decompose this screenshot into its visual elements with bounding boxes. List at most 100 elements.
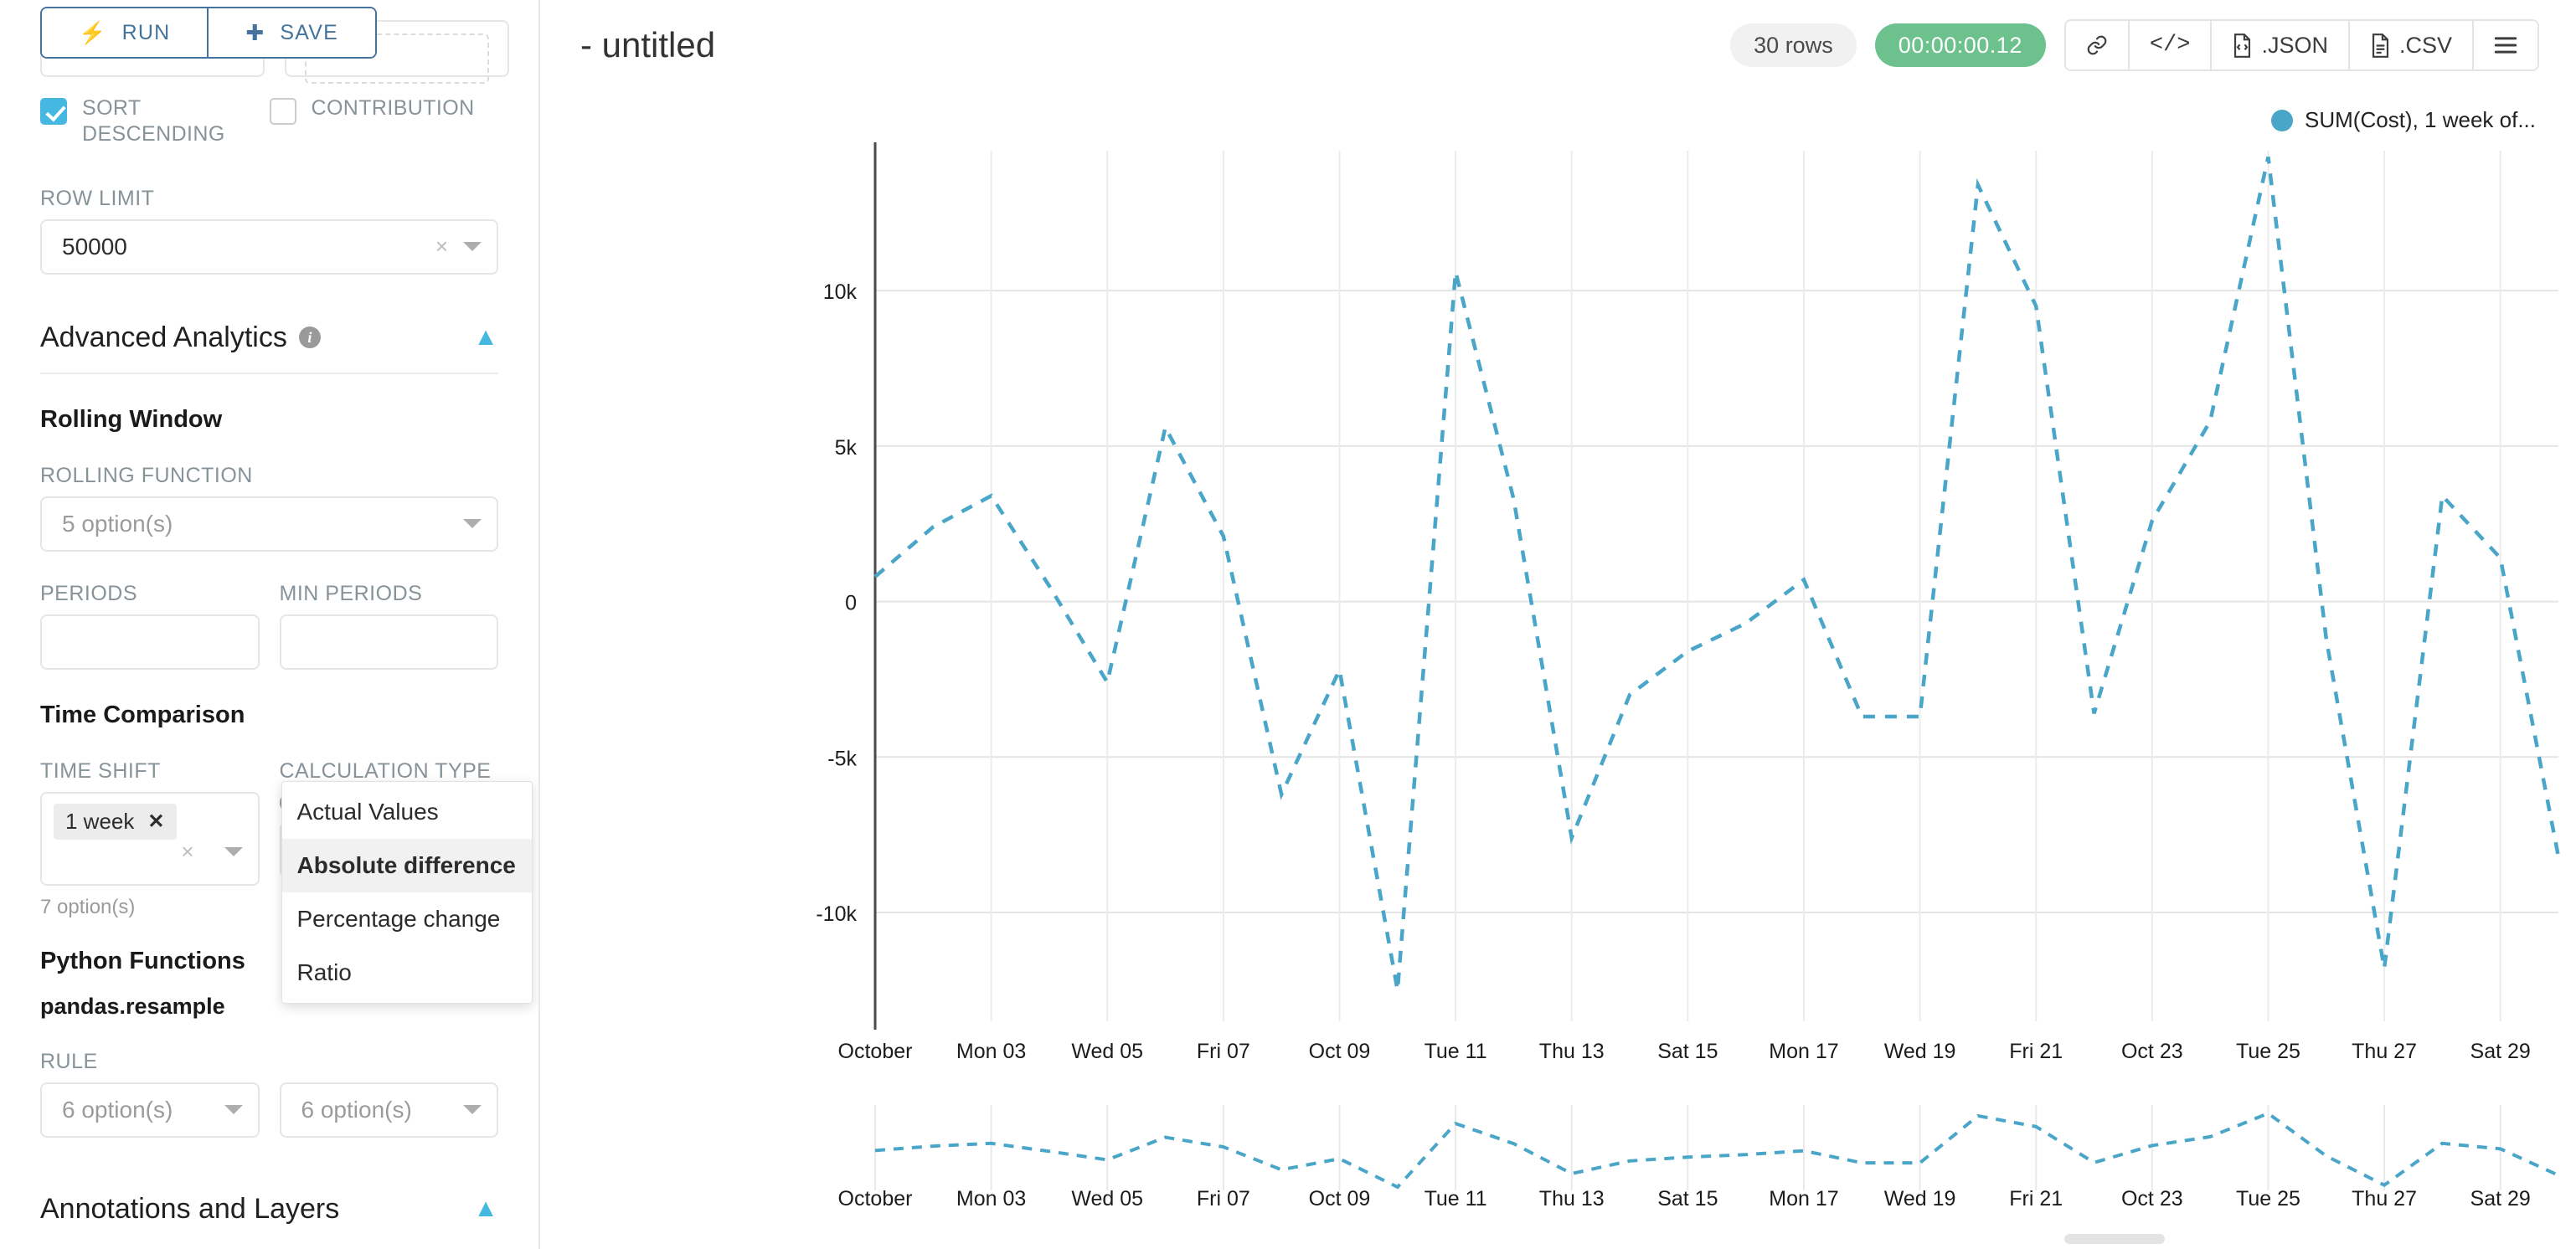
rolling-function-select[interactable]: 5 option(s) — [40, 496, 498, 552]
svg-text:0: 0 — [845, 592, 857, 615]
annotations-and-layers-header[interactable]: Annotations and Layers ▲ — [40, 1193, 498, 1226]
row-limit-select[interactable]: 50000 × — [40, 218, 498, 275]
embed-code-button[interactable]: </> — [2127, 21, 2211, 69]
x-axis-tick-label: Oct 09 — [1308, 1040, 1371, 1063]
time-shift-options-note: 7 option(s) — [40, 895, 136, 918]
dropdown-option-actual-values[interactable]: Actual Values — [296, 798, 439, 825]
min-periods-input[interactable] — [279, 614, 498, 670]
pandas-resample-label: pandas.resample — [40, 993, 225, 1019]
more-menu-button[interactable] — [2472, 21, 2537, 69]
chart-area: - untitled 30 rows 00:00:00.12 </> — [540, 0, 2576, 1249]
sort-descending-checkbox[interactable] — [40, 98, 67, 125]
save-button[interactable]: ✚ SAVE — [207, 8, 375, 57]
section-divider — [40, 372, 498, 374]
time-shift-label: TIME SHIFT — [40, 758, 161, 783]
min-periods-label: MIN PERIODS — [279, 581, 423, 605]
periods-input[interactable] — [40, 614, 260, 670]
rule-select[interactable]: 6 option(s) — [40, 1082, 260, 1138]
advanced-analytics-title: Advanced Analytics — [40, 321, 287, 353]
brush-svg — [874, 1105, 2559, 1190]
chevron-up-icon[interactable]: ▲ — [473, 1195, 498, 1222]
time-comparison-title: Time Comparison — [40, 701, 245, 728]
download-csv-button[interactable]: .CSV — [2347, 21, 2472, 69]
menu-icon — [2494, 37, 2517, 54]
run-button[interactable]: ⚡ RUN — [42, 8, 208, 57]
dropdown-option-percentage-change[interactable]: Percentage change — [296, 905, 501, 932]
contribution-checkbox[interactable] — [269, 98, 296, 125]
svg-text:5k: 5k — [835, 436, 858, 460]
save-button-label: SAVE — [280, 20, 338, 44]
horizontal-scrollbar-thumb[interactable] — [2064, 1234, 2165, 1244]
svg-text:-5k: -5k — [827, 747, 857, 770]
x-axis-tick-label: Wed 19 — [1883, 1187, 1956, 1210]
rolling-function-value: 5 option(s) — [62, 510, 173, 537]
x-axis-tick-label: Thu 27 — [2352, 1187, 2417, 1210]
time-shift-clear-icon[interactable]: × — [181, 838, 194, 864]
x-axis-tick-label: Sat 29 — [2470, 1040, 2531, 1063]
embed-code-icon: </> — [2149, 33, 2191, 58]
time-shift-token[interactable]: 1 week ✕ — [54, 803, 177, 840]
row-limit-clear-icon[interactable]: × — [435, 234, 448, 259]
row-limit-value: 50000 — [62, 233, 127, 260]
share-link-icon — [2087, 35, 2107, 55]
dropdown-option-absolute-difference[interactable]: Absolute difference — [281, 838, 532, 892]
svg-text:-10k: -10k — [816, 902, 857, 926]
x-axis-tick-label: Sat 15 — [1657, 1040, 1718, 1063]
x-axis-tick-label: Wed 19 — [1883, 1040, 1956, 1063]
chart-header-actions: 30 rows 00:00:00.12 </> — [1730, 19, 2539, 71]
chevron-down-icon[interactable] — [463, 519, 482, 528]
chevron-down-icon[interactable] — [224, 846, 243, 856]
run-save-button-group: ⚡ RUN ✚ SAVE — [40, 7, 377, 59]
x-axis-tick-label: Mon 03 — [956, 1040, 1027, 1063]
time-shift-tools: × — [181, 838, 243, 865]
calculation-type-dropdown: Actual Values Absolute difference Percen… — [281, 780, 533, 1004]
info-icon[interactable]: i — [298, 326, 321, 348]
method-select[interactable]: 6 option(s) — [279, 1082, 498, 1138]
dropdown-option-ratio[interactable]: Ratio — [296, 959, 352, 985]
chevron-down-icon[interactable] — [224, 1105, 243, 1114]
x-axis-tick-label: Sat 15 — [1657, 1187, 1718, 1210]
chevron-up-icon[interactable]: ▲ — [473, 323, 498, 351]
x-axis-tick-label: Oct 09 — [1308, 1187, 1371, 1210]
run-button-label: RUN — [121, 20, 171, 44]
legend-color-swatch — [2271, 109, 2294, 131]
x-axis-tick-label: October — [837, 1187, 913, 1210]
annotations-and-layers-title: Annotations and Layers — [40, 1192, 340, 1225]
x-axis-tick-label: Thu 27 — [2352, 1040, 2417, 1063]
close-icon[interactable]: ✕ — [147, 810, 165, 833]
chart-brush-overview[interactable] — [540, 1097, 2576, 1197]
time-shift-group: TIME SHIFT 1 week ✕ × 7 option(s) — [40, 729, 260, 919]
x-axis-tick-label: October — [837, 1040, 913, 1063]
time-shift-select[interactable]: 1 week ✕ × — [40, 791, 260, 886]
rolling-window-title: Rolling Window — [40, 405, 223, 433]
method-group: 6 option(s) — [279, 1020, 498, 1138]
chart-legend[interactable]: SUM(Cost), 1 week of... — [2271, 107, 2536, 133]
sort-descending-control[interactable]: SORT DESCENDING — [40, 95, 270, 148]
x-axis-tick-label: Tue 25 — [2235, 1187, 2300, 1210]
line-chart-plot[interactable]: 10k 5k 0 -5k -10k — [540, 142, 2576, 1030]
share-link-button[interactable] — [2065, 21, 2128, 69]
contribution-control[interactable]: CONTRIBUTION — [269, 95, 499, 148]
chart-action-button-group: </> .JSON .CSV — [2063, 19, 2539, 71]
advanced-analytics-header[interactable]: Advanced Analytics i ▲ — [40, 321, 498, 354]
drop-area-outline — [305, 33, 489, 84]
json-file-icon — [2234, 33, 2251, 58]
download-json-button[interactable]: .JSON — [2210, 21, 2348, 69]
x-axis-tick-label: Tue 11 — [1424, 1040, 1487, 1063]
chevron-down-icon[interactable] — [463, 242, 482, 251]
x-axis-tick-label: Thu 13 — [1538, 1040, 1605, 1063]
legend-series-label: SUM(Cost), 1 week of... — [2305, 107, 2536, 132]
periods-group: PERIODS — [40, 552, 260, 670]
x-axis-tick-label: Wed 05 — [1071, 1040, 1144, 1063]
x-axis-tick-label: Sat 29 — [2470, 1187, 2531, 1210]
plot-svg: 10k 5k 0 -5k -10k — [816, 142, 2561, 1030]
resample-row: RULE 6 option(s) 6 option(s) — [40, 1020, 498, 1138]
min-periods-group: MIN PERIODS — [279, 552, 498, 670]
chevron-down-icon[interactable] — [463, 1105, 482, 1114]
rule-value: 6 option(s) — [62, 1096, 173, 1123]
contribution-label: CONTRIBUTION — [311, 96, 475, 120]
row-limit-label: ROW LIMIT — [40, 186, 155, 210]
csv-file-icon — [2372, 33, 2389, 58]
x-axis-tick-label: Thu 13 — [1538, 1187, 1605, 1210]
